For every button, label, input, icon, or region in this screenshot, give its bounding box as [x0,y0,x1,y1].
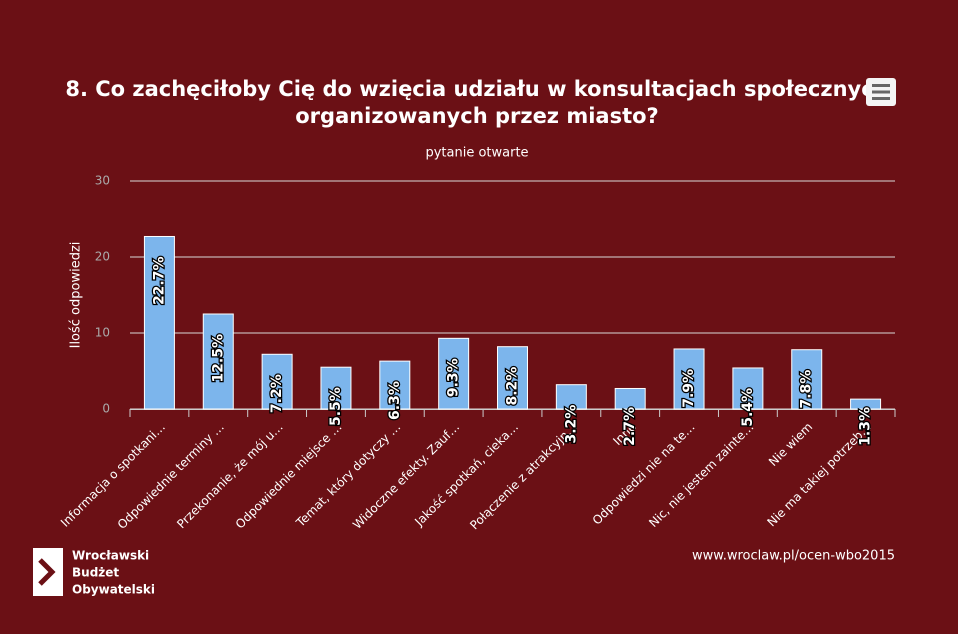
chart-title: 8. Co zachęciłoby Cię do wzięcia udziału… [65,77,888,101]
data-label: 5.5% [328,387,344,426]
menu-line [872,97,890,100]
bar [261,353,293,410]
bar [614,387,646,410]
logo-arrow [38,558,56,586]
data-label: 3.2% [563,405,579,444]
menu-line [872,84,890,87]
y-tick-label: 30 [95,174,110,188]
bar [555,384,587,410]
bar [850,398,882,410]
y-axis-title: Ilość odpowiedzi [69,242,84,349]
bar [379,360,411,410]
data-label: 7.2% [269,374,285,413]
menu-button[interactable] [866,78,896,106]
bar [143,235,175,410]
logo-text: Obywatelski [72,583,155,597]
bar [438,337,470,410]
data-label: 5.4% [740,388,756,427]
data-label: 9.3% [446,358,462,397]
logo-box [33,548,63,596]
menu-line [872,90,890,94]
data-label: 2.7% [622,407,638,446]
y-tick-label: 10 [95,326,110,340]
chart-title: organizowanych przez miasto? [295,104,659,128]
y-tick-label: 0 [102,402,110,416]
data-label: 22.7% [151,256,167,305]
logo-text: Wrocławski [72,549,149,563]
data-label: 12.5% [210,334,226,383]
bar [497,346,528,410]
y-tick-label: 20 [95,250,110,264]
bar [202,313,234,410]
data-label: 7.9% [681,369,697,408]
chart-subtitle: pytanie otwarte [425,146,528,161]
data-label: 7.8% [799,370,815,409]
logo-text: Budżet [72,566,119,580]
data-label: 6.3% [387,381,403,420]
bar [673,348,705,410]
bar [791,349,823,410]
bar [732,367,764,410]
data-label: 8.2% [505,367,521,406]
data-label: 1.3% [858,407,874,446]
bar [320,366,352,410]
credits: www.wroclaw.pl/ocen-wbo2015 [692,549,895,564]
